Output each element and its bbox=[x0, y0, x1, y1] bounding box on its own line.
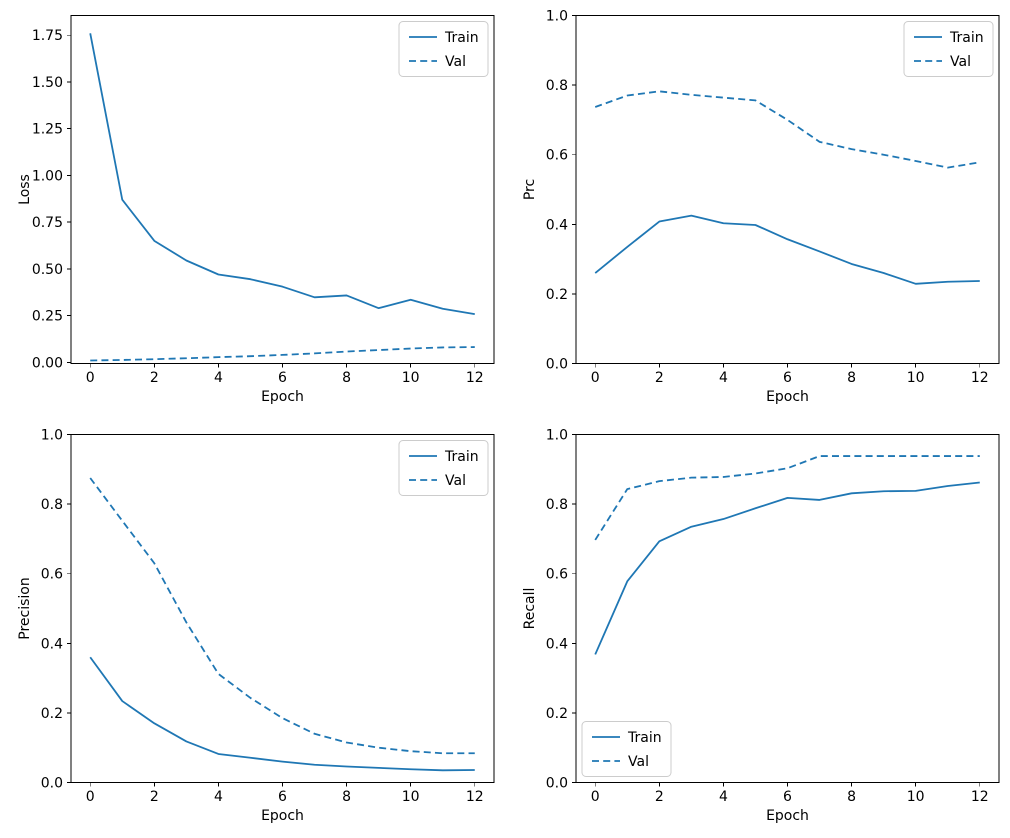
y-axis-label: Prc bbox=[522, 179, 538, 200]
legend-box bbox=[398, 21, 489, 77]
x-tick-label: 4 bbox=[214, 370, 223, 386]
legend-label-val: Val bbox=[628, 754, 649, 770]
y-tick-label: 0.25 bbox=[32, 309, 63, 325]
y-tick-label: 0.6 bbox=[546, 567, 568, 583]
y-tick-label: 0.75 bbox=[32, 215, 63, 231]
y-tick-label: 0.8 bbox=[546, 78, 568, 94]
x-tick-label: 12 bbox=[971, 789, 989, 805]
x-tick-label: 6 bbox=[783, 789, 792, 805]
y-tick-label: 0.4 bbox=[546, 217, 568, 233]
train-line bbox=[594, 481, 980, 655]
y-tick-label: 0.8 bbox=[41, 497, 63, 513]
val-line bbox=[594, 90, 980, 169]
x-axis-label: Epoch bbox=[766, 389, 809, 405]
y-tick-label: 1.75 bbox=[32, 28, 63, 44]
x-tick-label: 2 bbox=[150, 789, 159, 805]
y-tick-label: 1.00 bbox=[32, 168, 63, 184]
val-line bbox=[594, 455, 980, 541]
val-line bbox=[90, 346, 475, 362]
legend-box bbox=[903, 21, 994, 77]
y-tick-label: 0.8 bbox=[546, 497, 568, 513]
y-axis-label: Loss bbox=[17, 174, 33, 205]
legend-label-val: Val bbox=[950, 54, 971, 70]
y-tick-label: 0.2 bbox=[546, 287, 568, 303]
legend: Train Val bbox=[581, 721, 672, 777]
y-tick-label: 0.4 bbox=[546, 636, 568, 652]
loss-chart: 0 2 4 6 8 10 12 0.00 0.25 0.50 0.75 1.00 1.25 1.50 1.7… bbox=[17, 15, 495, 405]
x-tick-label: 0 bbox=[591, 370, 600, 386]
x-axis-label: Epoch bbox=[261, 808, 304, 824]
y-tick-label: 0.0 bbox=[546, 776, 568, 792]
x-tick-label: 0 bbox=[591, 789, 600, 805]
y-tick-label: 0.0 bbox=[546, 357, 568, 373]
x-tick-label: 12 bbox=[466, 370, 484, 386]
y-tick-label: 1.0 bbox=[546, 428, 568, 444]
x-tick-label: 2 bbox=[655, 370, 664, 386]
x-axis-label: Epoch bbox=[261, 389, 304, 405]
legend-label-val: Val bbox=[445, 473, 466, 489]
y-tick-label: 1.0 bbox=[41, 428, 63, 444]
y-axis-label: Recall bbox=[522, 588, 538, 630]
legend: Train Val bbox=[903, 21, 994, 77]
val-line bbox=[89, 477, 475, 755]
y-tick-label: 0.0 bbox=[41, 776, 63, 792]
y-tick-label: 0.50 bbox=[32, 262, 63, 278]
legend-box bbox=[398, 440, 489, 496]
x-tick-label: 6 bbox=[278, 370, 287, 386]
x-axis-label: Epoch bbox=[766, 808, 809, 824]
x-tick-label: 12 bbox=[971, 370, 989, 386]
x-tick-label: 8 bbox=[342, 370, 351, 386]
legend-label-train: Train bbox=[949, 30, 984, 46]
y-tick-label: 0.4 bbox=[41, 636, 63, 652]
x-tick-label: 10 bbox=[907, 370, 925, 386]
x-tick-label: 10 bbox=[402, 370, 420, 386]
x-tick-label: 6 bbox=[278, 789, 287, 805]
legend-label-train: Train bbox=[627, 730, 662, 746]
prc-chart: 0 2 4 6 8 10 12 0.0 0.2 0.4 0.6 0.8 1.0 Epoch Prc Train… bbox=[522, 9, 1000, 405]
y-tick-label: 0.6 bbox=[546, 148, 568, 164]
y-tick-label: 0.6 bbox=[41, 567, 63, 583]
y-tick-label: 1.0 bbox=[546, 9, 568, 25]
recall-chart: 0 2 4 6 8 10 12 0.0 0.2 0.4 0.6 0.8 1.0 Epoch Recall Tr… bbox=[522, 428, 1000, 824]
train-line bbox=[89, 33, 475, 316]
x-tick-label: 8 bbox=[342, 789, 351, 805]
y-axis-label: Precision bbox=[17, 577, 33, 639]
legend: Train Val bbox=[398, 21, 489, 77]
x-tick-label: 4 bbox=[214, 789, 223, 805]
train-line bbox=[89, 656, 475, 772]
x-tick-label: 12 bbox=[466, 789, 484, 805]
y-tick-label: 0.2 bbox=[41, 706, 63, 722]
x-tick-label: 10 bbox=[402, 789, 420, 805]
x-tick-label: 0 bbox=[86, 370, 95, 386]
y-tick-label: 1.50 bbox=[32, 75, 63, 91]
x-tick-label: 8 bbox=[847, 789, 856, 805]
x-tick-label: 8 bbox=[847, 370, 856, 386]
x-tick-label: 0 bbox=[86, 789, 95, 805]
y-tick-label: 1.25 bbox=[32, 122, 63, 138]
train-line bbox=[594, 214, 980, 285]
legend: Train Val bbox=[398, 440, 489, 496]
x-tick-label: 4 bbox=[719, 789, 728, 805]
precision-chart: 0 2 4 6 8 10 12 0.0 0.2 0.4 0.6 0.8 1.0 Epoch Precisio… bbox=[17, 428, 495, 824]
legend-label-train: Train bbox=[444, 30, 479, 46]
x-tick-label: 4 bbox=[719, 370, 728, 386]
y-tick-label: 0.2 bbox=[546, 706, 568, 722]
x-tick-label: 10 bbox=[907, 789, 925, 805]
x-tick-label: 2 bbox=[150, 370, 159, 386]
legend-label-val: Val bbox=[445, 54, 466, 70]
x-tick-label: 2 bbox=[655, 789, 664, 805]
y-tick-label: 0.00 bbox=[32, 355, 63, 371]
x-tick-label: 6 bbox=[783, 370, 792, 386]
legend-label-train: Train bbox=[444, 449, 479, 465]
legend-box bbox=[581, 721, 672, 777]
